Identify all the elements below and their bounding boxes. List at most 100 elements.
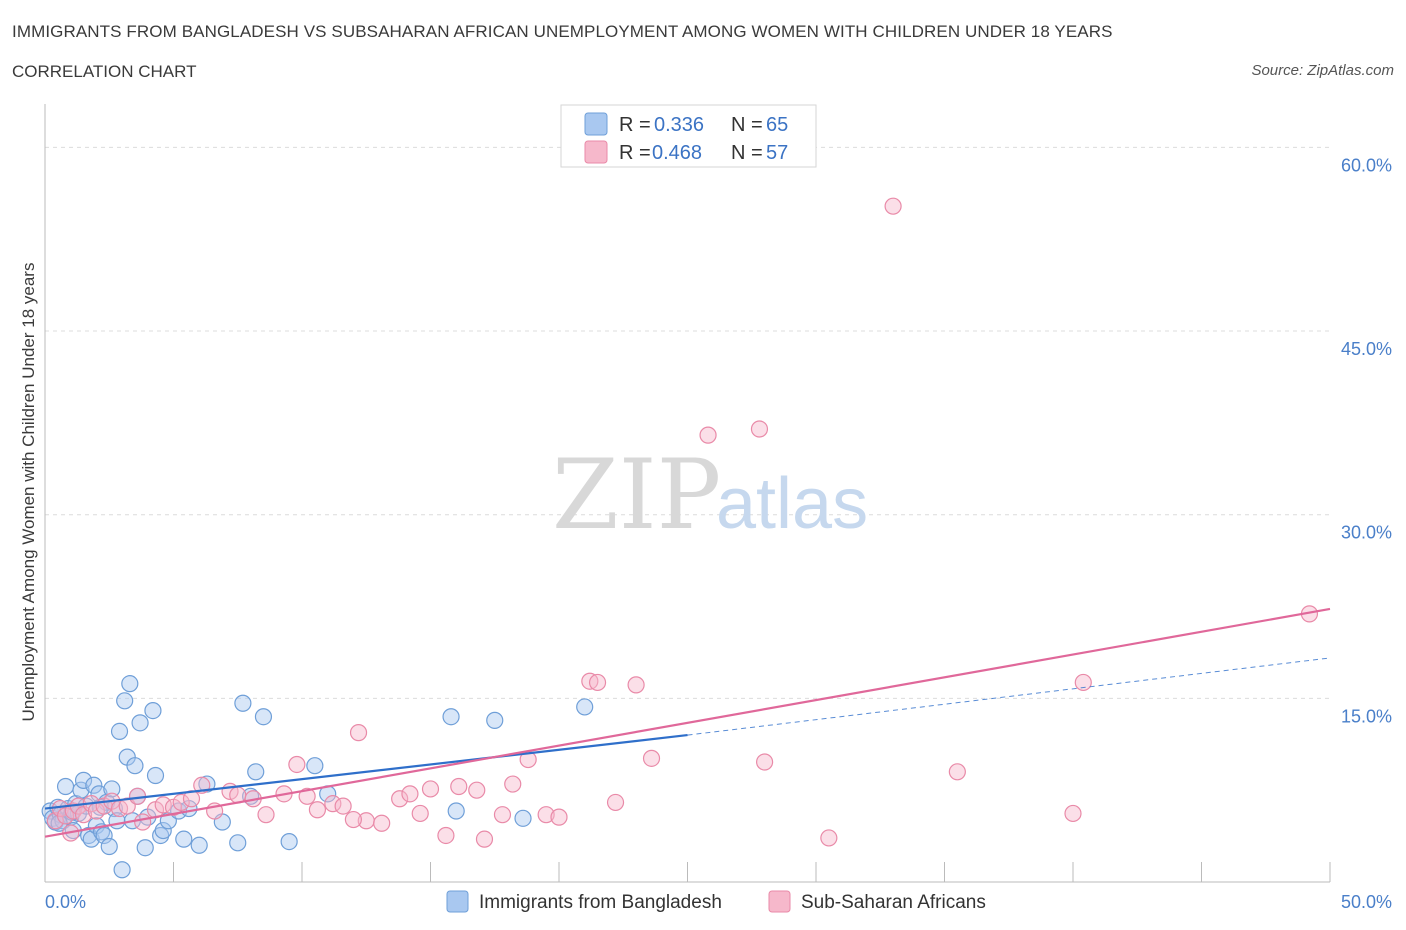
x-tick-label-max: 50.0% — [1341, 892, 1392, 912]
bangladesh-point-55 — [306, 757, 324, 775]
legend-n-value-1: 65 — [766, 114, 788, 136]
subsaharan-point-29 — [324, 795, 342, 813]
bangladesh-point-21 — [95, 826, 113, 845]
bangladesh-point-39 — [146, 766, 165, 785]
subsaharan-point-38 — [437, 826, 455, 845]
subsaharan-point-28 — [308, 801, 327, 819]
subsaharan-point-57 — [948, 763, 966, 781]
subsaharan-point-34 — [391, 790, 409, 808]
subsaharan-point-15 — [154, 796, 172, 814]
subsaharan-point-55 — [820, 829, 838, 847]
subsaharan-point-43 — [504, 775, 522, 793]
bangladesh-point-38 — [144, 701, 162, 720]
bangladesh-point-46 — [190, 836, 208, 854]
watermark-zip: ZIP — [552, 439, 721, 551]
bangladesh-point-23 — [100, 837, 118, 856]
bangladesh-point-49 — [229, 834, 247, 852]
bottom-legend-swatch-blue — [446, 890, 469, 913]
legend-n-label-1: N = — [731, 114, 763, 136]
y-tick-label-45: 45.0% — [1341, 339, 1392, 359]
subsaharan-point-52 — [699, 426, 717, 444]
bottom-legend-swatch-pink — [768, 890, 791, 913]
subsaharan-point-31 — [349, 724, 368, 742]
trend-lines — [44, 607, 1331, 838]
subsaharan-point-54 — [755, 753, 774, 771]
bangladesh-point-54 — [280, 832, 298, 851]
subsaharan-point-50 — [627, 676, 645, 694]
bangladesh-point-13 — [74, 771, 93, 789]
bottom-legend-label-blue: Immigrants from Bangladesh — [479, 892, 722, 913]
bangladesh-point-59 — [486, 711, 504, 729]
series-bangladesh-points — [41, 675, 594, 879]
bangladesh-point-60 — [514, 809, 532, 827]
series-subsaharan-points — [46, 197, 1319, 848]
legend-swatch-blue — [584, 112, 608, 136]
bangladesh-point-36 — [136, 839, 154, 857]
subsaharan-point-56 — [884, 197, 902, 215]
subsaharan-point-62 — [344, 810, 362, 829]
bangladesh-point-40 — [152, 826, 170, 845]
bangladesh-point-24 — [103, 780, 121, 798]
bangladesh-point-58 — [447, 802, 465, 820]
y-tick-label-60: 60.0% — [1341, 155, 1392, 175]
bangladesh-point-53 — [254, 708, 273, 726]
bangladesh-point-31 — [121, 675, 139, 693]
legend-n-value-2: 57 — [766, 142, 788, 164]
subsaharan-point-37 — [421, 780, 440, 798]
x-tick-label-min: 0.0% — [45, 892, 86, 912]
bangladesh-point-27 — [110, 722, 129, 741]
subsaharan-point-59 — [1074, 673, 1092, 692]
subsaharan-point-48 — [588, 673, 607, 692]
bangladesh-point-52 — [247, 763, 265, 781]
bangladesh-point-57 — [442, 708, 460, 726]
subsaharan-point-39 — [450, 777, 468, 796]
bangladesh-point-33 — [126, 757, 144, 775]
bangladesh-point-44 — [175, 830, 193, 848]
subsaharan-point-51 — [642, 749, 661, 767]
bangladesh-point-17 — [85, 776, 103, 794]
legend-swatch-pink — [584, 140, 608, 164]
y-tick-label-15: 15.0% — [1341, 706, 1392, 726]
source-credit: Source: ZipAtlas.com — [1251, 62, 1394, 79]
y-axis-label: Unemployment Among Women with Children U… — [19, 263, 38, 722]
bangladesh-point-41 — [154, 821, 172, 840]
legend-r-value-2: 0.468 — [652, 142, 702, 164]
watermark-atlas: atlas — [716, 464, 868, 544]
bangladesh-point-61 — [576, 698, 594, 716]
subsaharan-point-17 — [172, 793, 190, 812]
bangladesh-point-50 — [234, 694, 252, 712]
subsaharan-point-42 — [493, 806, 512, 824]
subsaharan-point-33 — [373, 814, 391, 832]
chart-title: IMMIGRANTS FROM BANGLADESH VS SUBSAHARAN… — [12, 22, 1113, 41]
bangladesh-point-29 — [116, 692, 134, 710]
bangladesh-point-35 — [131, 714, 149, 732]
chart-subtitle: CORRELATION CHART — [12, 62, 197, 81]
watermark: ZIP atlas — [552, 439, 868, 551]
subsaharan-point-49 — [606, 793, 625, 812]
trend-line-bangladesh — [44, 733, 688, 810]
subsaharan-point-46 — [550, 808, 568, 826]
legend-box: R = 0.336 N = 65 R = 0.468 N = 57 — [560, 104, 817, 168]
subsaharan-point-36 — [411, 804, 429, 823]
axes — [44, 104, 1331, 883]
legend-r-value-1: 0.336 — [654, 114, 704, 136]
bangladesh-point-28 — [113, 861, 131, 879]
y-tick-labels: 15.0% 30.0% 45.0% 60.0% — [1341, 155, 1392, 726]
subsaharan-point-26 — [288, 755, 306, 774]
trend-line-subsaharan — [44, 607, 1331, 838]
legend-r-label-2: R = — [619, 142, 651, 164]
x-tick-labels: 0.0% 50.0% — [45, 892, 1392, 912]
subsaharan-point-45 — [537, 806, 555, 824]
bottom-legend-label-pink: Sub-Saharan Africans — [801, 892, 986, 913]
legend-r-label-1: R = — [619, 114, 651, 136]
subsaharan-point-35 — [401, 785, 419, 803]
subsaharan-point-40 — [468, 781, 486, 799]
subsaharan-point-61 — [134, 813, 152, 831]
subsaharan-point-53 — [750, 420, 769, 438]
legend-n-label-2: N = — [731, 142, 763, 164]
subsaharan-point-41 — [475, 830, 494, 848]
subsaharan-point-27 — [298, 787, 316, 805]
bottom-legend: Immigrants from Bangladesh Sub-Saharan A… — [446, 890, 986, 913]
subsaharan-point-24 — [257, 806, 275, 824]
